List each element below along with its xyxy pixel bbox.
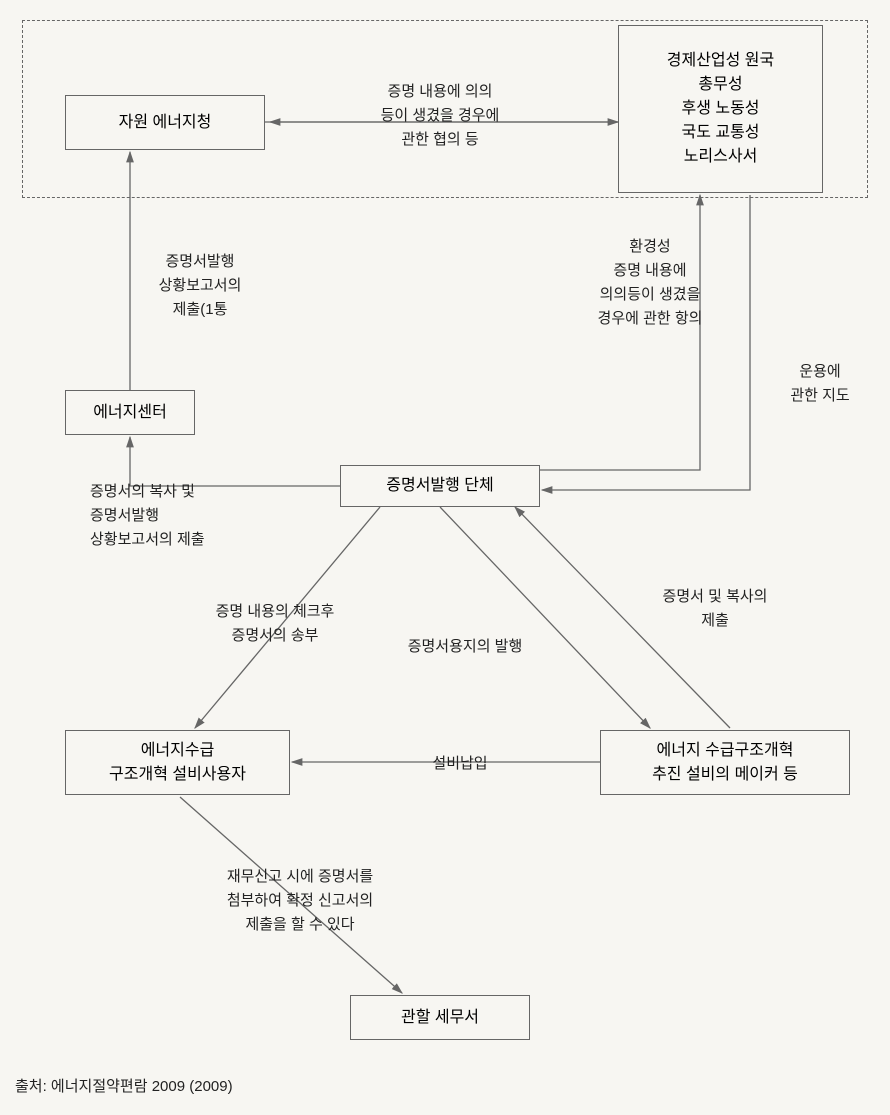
edge-label-guidance: 운용에 관한 지도 [770, 360, 870, 408]
edge-label-equipment-delivery: 설비납입 [410, 752, 510, 776]
edge-label-issue-form: 증명서용지의 발행 [380, 635, 550, 659]
edge-label-submit-copy: 증명서 및 복사의 제출 [630, 585, 800, 633]
edge-label-consultation: 증명 내용에 의의 등이 생겼을 경우에 관한 협의 등 [340, 80, 540, 152]
node-label: 에너지센터 [93, 401, 167, 425]
node-label: 자원 에너지청 [119, 111, 212, 135]
node-ministries-list: 경제산업성 원국 총무성 후생 노동성 국도 교통성 노리스사서 [618, 25, 823, 193]
node-label: 에너지수급 구조개혁 설비사용자 [109, 739, 246, 787]
node-resource-energy-agency: 자원 에너지청 [65, 95, 265, 150]
node-energy-center: 에너지센터 [65, 390, 195, 435]
flowchart-diagram: 자원 에너지청 경제산업성 원국 총무성 후생 노동성 국도 교통성 노리스사서… [10, 10, 880, 1050]
edge-label-send-cert: 증명 내용의 체크후 증명서의 송부 [180, 600, 370, 648]
edge-label-copy-submit: 증명서의 복사 및 증명서발행 상황보고서의 제출 [90, 480, 270, 552]
edge-label-tax-filing: 재무신고 시에 증명서를 첨부하여 확정 신고서의 제출을 할 수 있다 [185, 865, 415, 937]
edge-label-objection: 환경성 증명 내용에 의의등이 생겼을 경우에 관한 항의 [570, 235, 730, 331]
node-certificate-issuing-org: 증명서발행 단체 [340, 465, 540, 507]
node-equipment-maker: 에너지 수급구조개혁 추진 설비의 메이커 등 [600, 730, 850, 795]
node-label: 에너지 수급구조개혁 추진 설비의 메이커 등 [652, 739, 798, 787]
node-label: 경제산업성 원국 총무성 후생 노동성 국도 교통성 노리스사서 [667, 49, 775, 169]
node-label: 증명서발행 단체 [386, 474, 494, 498]
edge-n4-n6 [440, 507, 650, 728]
edge-n4-n3 [130, 437, 340, 486]
node-label: 관할 세무서 [401, 1006, 479, 1030]
node-tax-office: 관할 세무서 [350, 995, 530, 1040]
node-equipment-user: 에너지수급 구조개혁 설비사용자 [65, 730, 290, 795]
source-citation: 출처: 에너지절약편람 2009 (2009) [15, 1075, 233, 1096]
edge-label-report-submit: 증명서발행 상황보고서의 제출(1통 [130, 250, 270, 322]
